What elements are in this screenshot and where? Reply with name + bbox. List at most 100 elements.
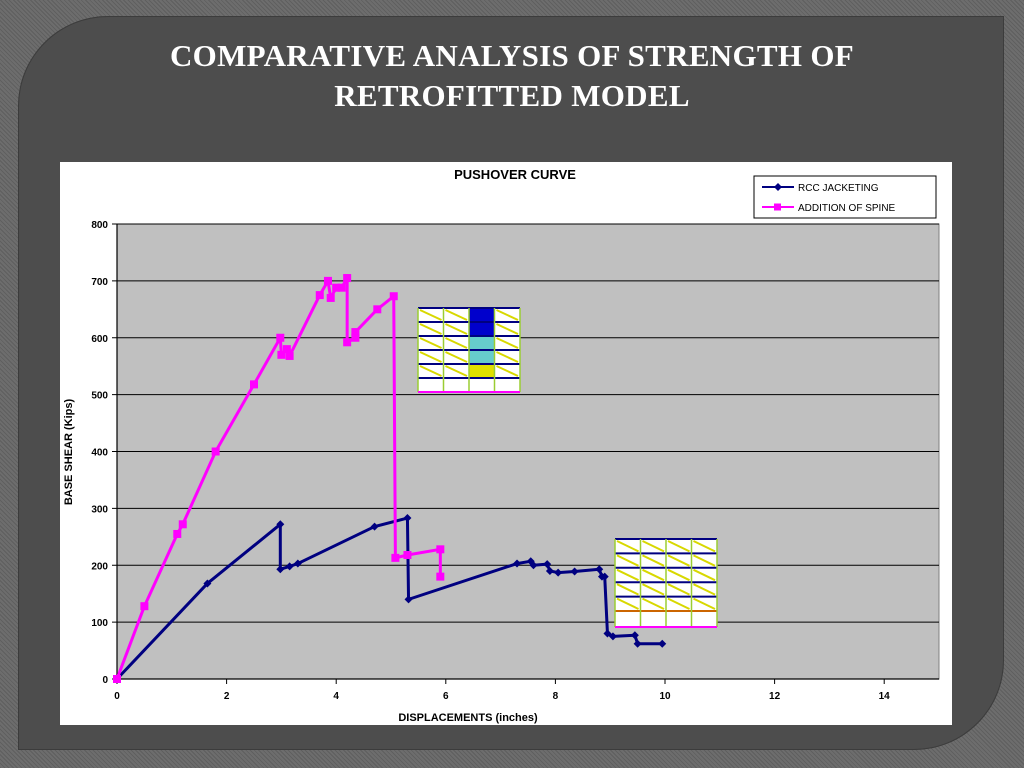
y-axis-label: BASE SHEAR (Kips) — [63, 398, 75, 505]
data-point-jacketing — [285, 562, 294, 571]
y-tick-label: 200 — [91, 561, 108, 572]
x-axis-label: DISPLACEMENTS (inches) — [398, 712, 538, 724]
spine-cell — [469, 336, 495, 350]
data-point-jacketing — [276, 565, 285, 574]
brace — [496, 365, 519, 377]
brace — [616, 554, 639, 567]
data-point-spine — [436, 572, 445, 581]
data-point-spine — [351, 328, 360, 337]
brace — [616, 583, 639, 596]
slide-title-line1: COMPARATIVE ANALYSIS OF STRENGTH OF — [170, 38, 854, 73]
y-tick-label: 0 — [102, 675, 108, 686]
brace — [642, 597, 665, 610]
data-point-spine — [140, 602, 149, 611]
data-point-spine — [337, 283, 346, 292]
data-point-spine — [391, 553, 400, 562]
data-point-spine — [276, 333, 285, 342]
x-tick-label: 8 — [553, 691, 559, 702]
data-point-jacketing — [370, 522, 379, 531]
grid-lines — [117, 223, 939, 680]
data-point-spine — [403, 551, 412, 560]
data-point-spine — [315, 291, 324, 300]
data-point-spine — [326, 293, 335, 302]
x-tick-label: 10 — [659, 691, 671, 702]
y-tick-label: 300 — [91, 504, 108, 515]
x-tick-label: 0 — [114, 691, 120, 702]
slide-title: COMPARATIVE ANALYSIS OF STRENGTH OF RETR… — [0, 36, 1024, 116]
legend-marker — [774, 183, 782, 191]
brace — [693, 540, 716, 553]
y-tick-label: 800 — [91, 220, 108, 231]
data-point-jacketing — [545, 566, 554, 575]
brace — [667, 568, 690, 582]
brace — [445, 323, 468, 335]
data-point-jacketing — [658, 639, 667, 648]
legend: RCC JACKETING ADDITION OF SPINE — [753, 175, 937, 219]
brace — [616, 568, 639, 582]
brace — [419, 337, 442, 349]
data-point-jacketing — [293, 559, 302, 568]
y-tick-label: 400 — [91, 448, 108, 459]
spine-cell — [469, 364, 495, 378]
brace — [693, 583, 716, 596]
data-point-jacketing — [403, 514, 412, 523]
x-tick-label: 6 — [443, 691, 449, 702]
data-point-jacketing — [404, 595, 413, 604]
slide-title-line2: RETROFITTED MODEL — [334, 78, 690, 113]
legend-box — [753, 175, 937, 219]
data-point-spine — [373, 305, 382, 314]
brace — [419, 351, 442, 363]
data-point-spine — [343, 274, 352, 283]
data-point-spine — [285, 351, 294, 360]
brace — [445, 337, 468, 349]
brace — [667, 540, 690, 553]
legend-label: ADDITION OF SPINE — [798, 203, 896, 214]
brace — [496, 323, 519, 335]
brace — [642, 540, 665, 553]
data-point-spine — [436, 545, 445, 554]
data-point-spine — [343, 338, 352, 347]
series-layer — [113, 274, 667, 683]
data-point-jacketing — [570, 567, 579, 576]
brace — [693, 554, 716, 567]
data-point-spine — [323, 276, 332, 285]
inset-building-frame-spine — [417, 307, 521, 393]
x-tick-label: 14 — [879, 691, 891, 702]
brace — [667, 597, 690, 610]
data-point-spine — [332, 283, 341, 292]
inset-layer — [417, 307, 718, 628]
data-point-jacketing — [600, 572, 609, 581]
brace — [642, 568, 665, 582]
data-point-spine — [211, 447, 220, 456]
data-point-spine — [178, 520, 187, 529]
x-tick-label: 2 — [224, 691, 230, 702]
data-point-spine — [250, 380, 258, 389]
legend-label: RCC JACKETING — [798, 183, 879, 194]
brace — [616, 597, 639, 610]
data-point-jacketing — [633, 639, 642, 648]
data-point-jacketing — [543, 560, 552, 569]
data-point-spine — [282, 345, 291, 354]
data-point-jacketing — [603, 629, 612, 638]
y-tick-label: 500 — [91, 391, 108, 402]
brace — [667, 554, 690, 567]
spine-cell — [469, 322, 495, 336]
y-tick-label: 100 — [91, 618, 108, 629]
brace — [496, 351, 519, 363]
brace — [419, 309, 442, 321]
data-point-spine — [277, 350, 286, 359]
data-point-jacketing — [513, 559, 522, 568]
brace — [693, 597, 716, 610]
axes: 0 100 200 300 400 500 600 700 800 0 2 4 6 8 10 12 14 — [91, 220, 939, 702]
brace — [616, 540, 639, 553]
chart-container: PUSHOVER CURVE 0 100 200 300 400 500 600 700 800… — [60, 162, 952, 725]
y-tick-label: 600 — [91, 334, 108, 345]
data-point-jacketing — [608, 632, 617, 641]
inset-building-frame-jacketing — [614, 538, 718, 628]
brace — [445, 351, 468, 363]
brace — [693, 568, 716, 582]
brace — [667, 583, 690, 596]
data-point-jacketing — [529, 561, 538, 570]
data-point-jacketing — [630, 631, 639, 640]
data-point-spine — [113, 675, 121, 683]
